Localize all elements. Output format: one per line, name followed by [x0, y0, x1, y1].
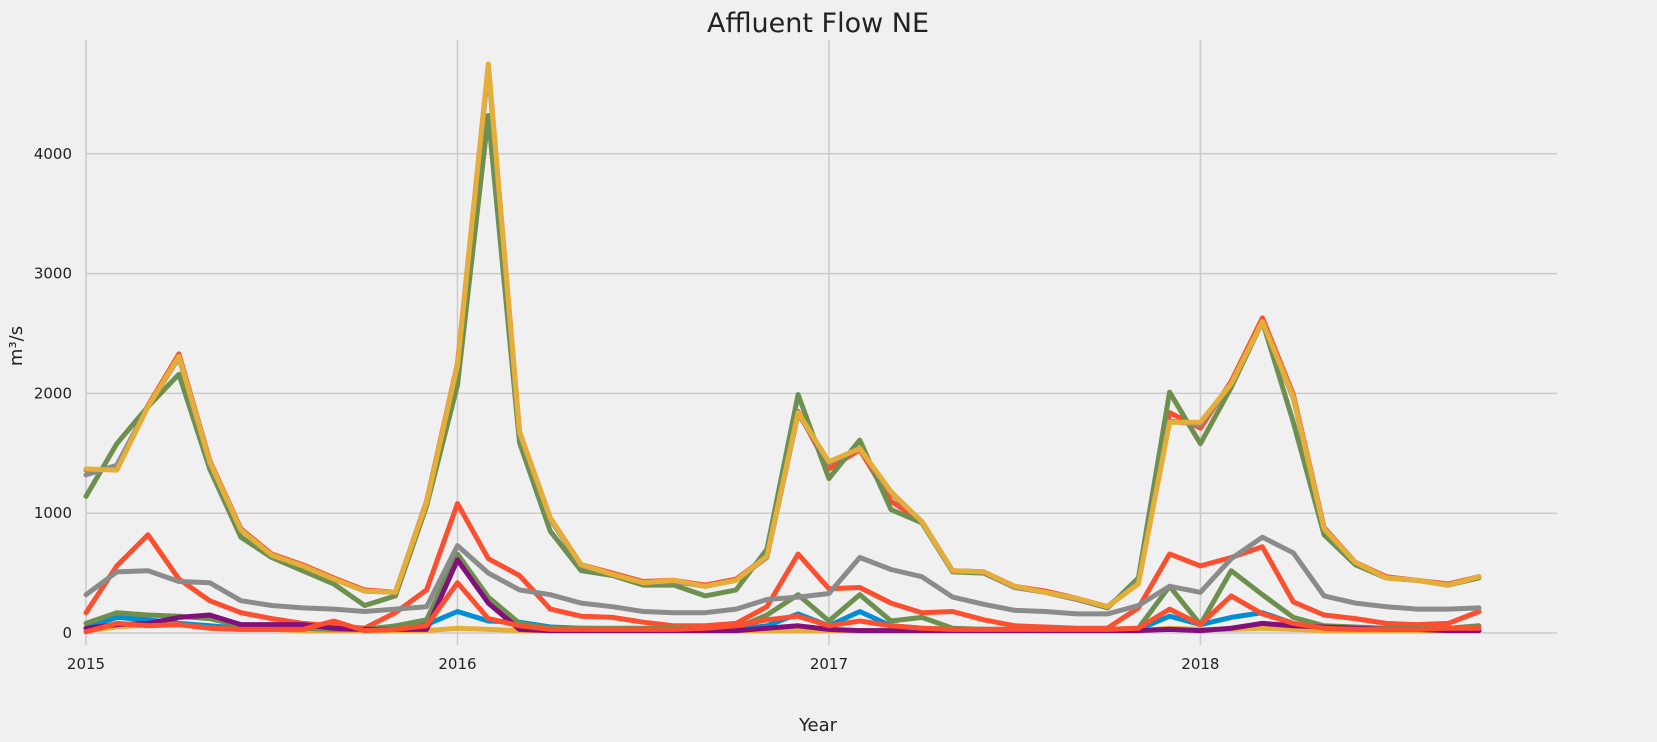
y-tick-label: 3000: [34, 265, 72, 283]
series-line-5: [83, 534, 1482, 617]
x-axis-label: Year: [798, 715, 838, 736]
y-tick-label: 4000: [34, 145, 72, 163]
tick-labels: 0 1000 2000 3000 4000 2015 2016 2017 2018: [34, 145, 1220, 673]
x-tick-label: 2018: [1181, 655, 1219, 673]
series-line-11: [83, 61, 1482, 610]
y-axis-label: m³/s: [6, 326, 27, 366]
y-tick-label: 1000: [34, 504, 72, 522]
y-tick-label: 2000: [34, 384, 72, 402]
series-line-9: [83, 113, 1482, 611]
x-tick-label: 2017: [810, 655, 848, 673]
series-lines: [83, 61, 1482, 635]
grid: [85, 40, 1557, 645]
x-tick-label: 2015: [67, 655, 105, 673]
y-tick-label: 0: [62, 624, 72, 642]
x-tick-label: 2016: [438, 655, 476, 673]
chart-title: Affluent Flow NE: [707, 8, 929, 39]
series-line-7: [83, 580, 1482, 635]
